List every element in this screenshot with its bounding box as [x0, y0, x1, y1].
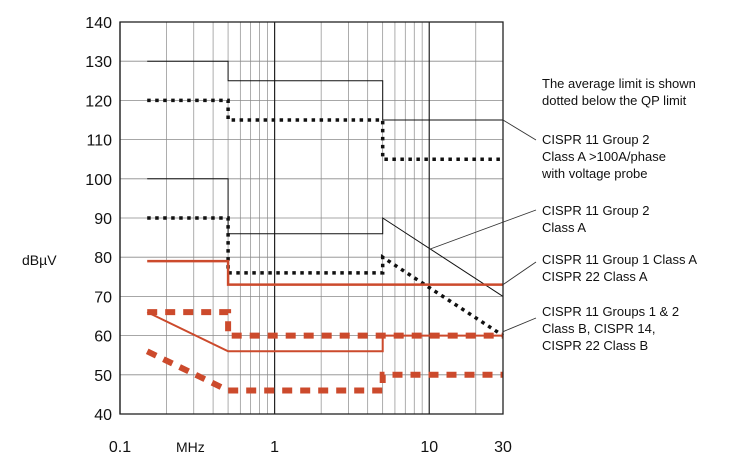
y-tick-label: 90: [94, 211, 112, 228]
y-tick-label: 50: [94, 368, 112, 385]
y-tick-label: 40: [94, 407, 112, 424]
series-line-5: [147, 259, 503, 286]
annotation-leader: [502, 317, 537, 333]
annotation-text: CISPR 11 Group 2 Class A: [542, 203, 649, 235]
x-tick-label: 1: [270, 439, 279, 456]
plot-border: [119, 21, 504, 415]
series-line-2: [147, 98, 503, 161]
series-line-3: [147, 178, 504, 297]
y-tick-label: 130: [85, 54, 112, 71]
series-line-1: [147, 60, 503, 121]
series-line-6: [147, 309, 503, 339]
annotation-text: CISPR 11 Groups 1 & 2 Class B, CISPR 14, C…: [542, 304, 679, 353]
annotation-leader: [502, 119, 537, 141]
annotation-leader: [502, 261, 537, 286]
y-tick-label: 100: [85, 172, 112, 189]
y-tick-label: 80: [94, 250, 112, 267]
y-tick-label: 60: [94, 329, 112, 346]
x-axis-unit-label: MHz: [176, 439, 205, 455]
y-tick-label: 140: [85, 15, 112, 32]
y-axis-label: dBµV: [22, 252, 57, 268]
annotation-text: CISPR 11 Group 1 Class A CISPR 22 Class A: [542, 252, 697, 284]
annotation-text: The average limit is shown dotted below t…: [542, 76, 696, 108]
limit-lines: [145, 60, 504, 394]
annotation-leader: [429, 209, 537, 250]
series-line-7: [146, 311, 503, 353]
y-tick-label: 110: [86, 133, 112, 150]
y-tick-label: 120: [85, 93, 112, 110]
x-tick-label: 0.1: [109, 439, 131, 456]
y-tick-label: 70: [94, 289, 112, 306]
series-line-8: [145, 348, 503, 394]
x-tick-label: 30: [494, 439, 512, 456]
x-tick-label: 10: [420, 439, 438, 456]
annotations: The average limit is shown dotted below t…: [429, 76, 697, 353]
plot-frame: [119, 21, 504, 415]
annotation-text: CISPR 11 Group 2 Class A >100A/phase with …: [541, 132, 666, 181]
series-line-4: [147, 216, 504, 338]
